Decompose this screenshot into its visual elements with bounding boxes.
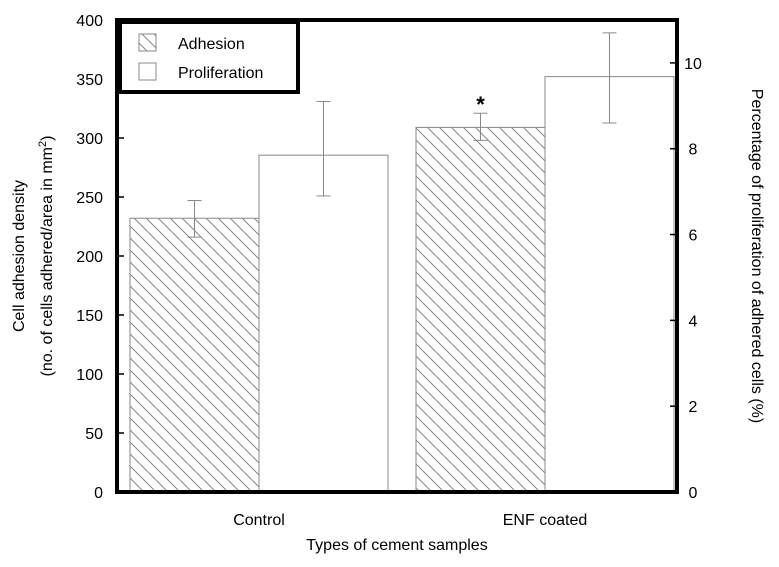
error-bar-adhesion-enf-coated [473,112,488,141]
y-axis-title-suffix: ) [39,136,56,141]
annotations: * [476,92,485,117]
error-bars [187,32,617,238]
right-tick-label: 4 [689,313,698,330]
left-tick-label: 0 [94,485,103,502]
right-tick-label: 8 [689,142,698,159]
y-axis-title-superscript: 2 [37,141,49,147]
bar-proliferation-enf-coated [544,76,675,493]
bar-proliferation-control [258,154,389,493]
y2-axis-title: Percentage of proliferation of adhered c… [748,89,765,423]
bars [129,76,675,493]
error-bar-proliferation-enf-coated [602,32,617,124]
right-tick-label: 6 [689,228,698,245]
y-axis-title-line2: (no. of cells adhered/area in mm2) [37,136,56,377]
y-axis-title-text: (no. of cells adhered/area in mm [39,147,56,376]
category-label: ENF coated [503,512,587,529]
left-tick-label: 100 [76,367,103,384]
legend-swatch-adhesion [138,33,157,52]
error-bar-proliferation-control [316,101,331,197]
y-axis-title-line1: Cell adhesion density [11,180,28,332]
x-axis-title: Types of cement samples [306,537,487,554]
category-label: Control [233,512,285,529]
left-tick-label: 250 [76,190,103,207]
legend-label-proliferation: Proliferation [178,65,263,82]
right-tick-label: 2 [689,399,698,416]
left-tick-label: 350 [76,72,103,89]
left-tick-label: 400 [76,13,103,30]
left-tick-label: 150 [76,308,103,325]
bar-adhesion-enf-coated [415,126,546,493]
left-tick-label: 50 [85,426,103,443]
bar-adhesion-control [129,217,260,493]
error-bar-adhesion-control [187,200,202,238]
left-tick-label: 300 [76,131,103,148]
left-axis: 0 50 100 150 200 250 300 350 400 [76,13,124,502]
category-labels: Control ENF coated [233,512,587,529]
right-tick-label: 0 [689,485,698,502]
right-axis: 0 2 4 6 8 10 [670,56,702,502]
legend-swatch-proliferation [138,62,157,81]
left-tick-label: 200 [76,249,103,266]
right-tick-label: 10 [684,56,702,73]
legend: Adhesion Proliferation [118,20,300,94]
significance-marker: * [476,92,485,117]
legend-label-adhesion: Adhesion [178,36,245,53]
